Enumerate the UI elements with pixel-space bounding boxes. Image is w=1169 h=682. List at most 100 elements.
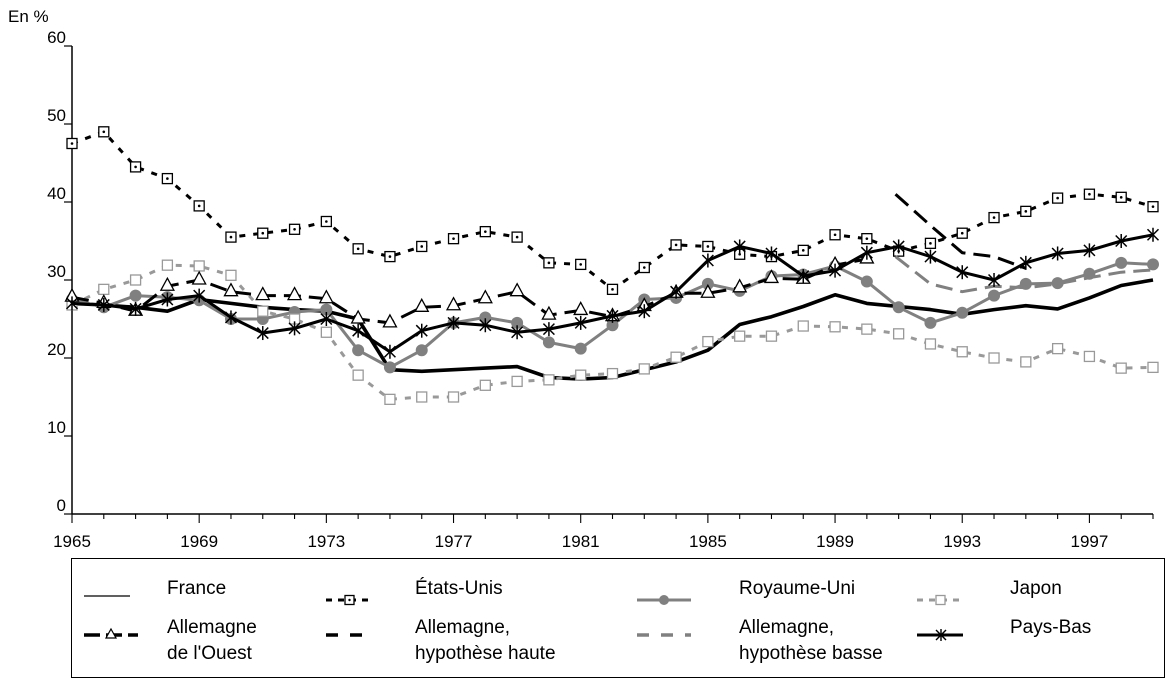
series-1: [66, 126, 1159, 296]
data-point: [98, 283, 110, 296]
data-point-dot: [484, 230, 487, 233]
data-point-dot: [1151, 205, 1155, 208]
data-point: [732, 278, 748, 293]
data-point: [606, 367, 619, 380]
data-point-dot: [801, 249, 805, 252]
series-5: [894, 193, 1027, 270]
data-point-dot: [929, 242, 932, 245]
data-point-dot: [197, 204, 201, 208]
y-tick-label: 40: [47, 184, 66, 203]
data-point-dot: [674, 243, 678, 247]
data-point: [1115, 256, 1128, 269]
data-point: [447, 391, 460, 403]
data-point: [318, 289, 334, 304]
data-point: [193, 260, 205, 272]
data-point: [541, 305, 557, 320]
series-7: [65, 227, 1160, 359]
x-tick-label: 1997: [1070, 532, 1108, 551]
data-point: [352, 344, 365, 357]
data-point-dot: [229, 235, 233, 239]
data-point: [477, 289, 493, 304]
data-point: [988, 352, 1000, 364]
x-tick-label: 1973: [307, 532, 345, 551]
legend-label-france: France: [167, 578, 227, 599]
data-point: [638, 363, 650, 375]
data-point-dot: [547, 261, 551, 265]
series-line: [894, 255, 1154, 294]
y-tick-label: 60: [47, 28, 66, 47]
data-point: [320, 303, 333, 316]
data-point-dot: [356, 247, 360, 251]
legend-label-pays-bas: Pays-Bas: [1010, 617, 1092, 638]
legend-label-allemagne-haute: Allemagne, hypothèse haute: [415, 617, 556, 664]
legend-label-etats-unis: États-Unis: [415, 578, 503, 599]
data-point: [573, 301, 589, 316]
data-point-dot: [865, 237, 869, 240]
data-point: [352, 369, 364, 381]
data-point: [286, 286, 303, 301]
series-line: [71, 130, 1154, 291]
data-point: [924, 338, 937, 350]
data-point-dot: [293, 228, 296, 231]
data-point: [574, 342, 587, 355]
data-point-dot: [738, 252, 741, 256]
data-point-dot: [388, 255, 392, 258]
data-point: [861, 323, 873, 335]
data-point: [1020, 356, 1032, 368]
chart-canvas: En % 0 10 20 30 40 50 60 1965 1969 1973 1977 1981 19…: [8, 7, 1160, 551]
data-point-dot: [706, 245, 710, 248]
data-point: [1051, 277, 1064, 290]
y-tick-label: 10: [47, 418, 66, 437]
data-point: [734, 330, 746, 342]
x-tick-label: 1993: [943, 532, 981, 551]
data-point-dot: [261, 231, 265, 235]
data-point-dot: [960, 231, 964, 235]
data-point: [384, 393, 396, 405]
data-point-dot: [1056, 196, 1059, 200]
data-point: [159, 276, 175, 291]
series-6: [894, 255, 1154, 294]
data-point: [575, 369, 587, 381]
data-point-dot: [1119, 196, 1123, 199]
x-tick-label: 1977: [435, 532, 473, 551]
data-point: [1083, 350, 1096, 363]
y-axis-label: En %: [8, 7, 49, 26]
x-tick-label: 1969: [180, 532, 218, 551]
data-point-dot: [579, 263, 583, 266]
legend-label-allemagne-ouest: Allemagne de l'Ouest: [167, 617, 257, 664]
data-point: [511, 316, 524, 329]
data-point: [956, 306, 969, 319]
data-point: [1115, 362, 1127, 374]
data-point: [860, 275, 873, 288]
x-tick-label: 1985: [689, 532, 727, 551]
data-point-dot: [134, 165, 137, 169]
data-point: [414, 297, 430, 312]
x-tick-label: 1989: [816, 532, 854, 551]
data-point: [763, 269, 780, 284]
data-point: [1147, 258, 1159, 271]
data-point: [700, 283, 716, 298]
legend-swatch-allemagne-basse: [637, 633, 691, 637]
data-point-dot: [70, 142, 74, 145]
data-point: [829, 321, 841, 333]
data-point-dot: [325, 220, 328, 223]
legend-label-allemagne-basse: Allemagne, hypothèse basse: [739, 617, 883, 664]
data-point-dot: [992, 216, 996, 219]
data-point: [892, 328, 905, 340]
y-tick-label: 50: [47, 106, 66, 125]
y-tick-label: 30: [47, 262, 66, 281]
data-point: [257, 305, 269, 317]
series-line: [71, 257, 868, 325]
data-point-dot: [102, 130, 106, 134]
legend-swatch-etats-unis: [326, 594, 372, 606]
legend-swatch-royaume-uni: [637, 595, 691, 605]
legend-label-royaume-uni: Royaume-Uni: [739, 578, 856, 599]
data-point: [161, 259, 174, 271]
series-2: [66, 256, 1159, 374]
data-point-dot: [420, 245, 424, 248]
data-point: [1147, 361, 1159, 374]
data-point: [255, 286, 271, 301]
data-point: [509, 282, 525, 297]
data-point: [225, 269, 237, 281]
data-point: [543, 374, 555, 386]
